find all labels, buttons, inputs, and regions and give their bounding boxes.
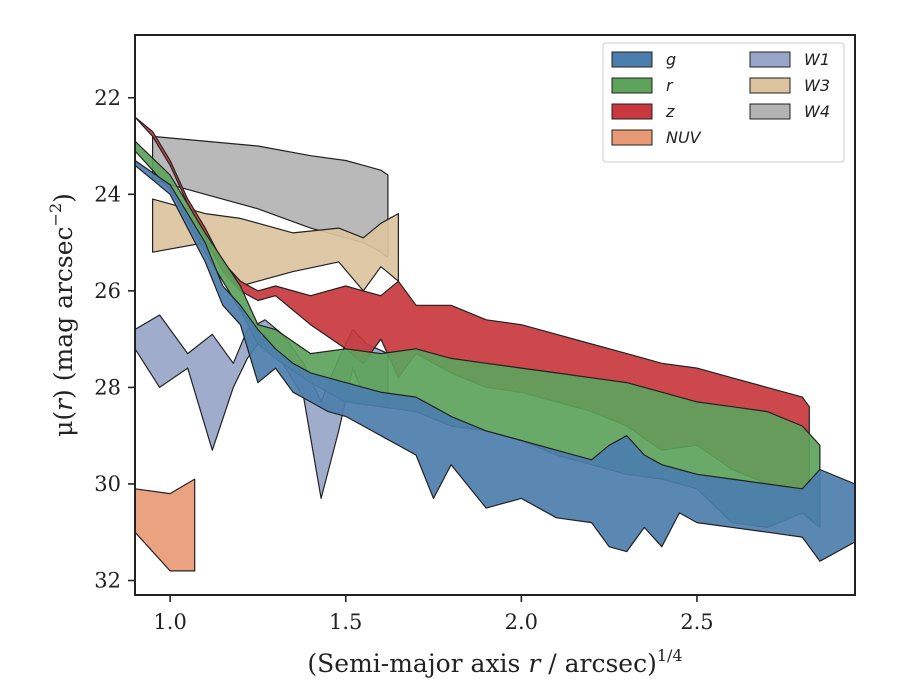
legend-item-r: r [611, 76, 674, 95]
legend-swatch [611, 51, 653, 68]
legend-swatch [611, 77, 653, 94]
legend-swatch [749, 103, 791, 120]
legend-item-nuv: NUV [611, 128, 702, 147]
y-tick-label: 32 [94, 569, 121, 593]
legend-label: z [665, 102, 675, 121]
bands-layer [135, 116, 855, 572]
y-tick-label: 30 [94, 472, 121, 496]
plot-frame [134, 34, 856, 596]
legend-label: r [666, 76, 674, 95]
legend-item-z: z [611, 102, 675, 121]
legend-label: W1 [804, 50, 830, 69]
legend-swatch [749, 51, 791, 68]
x-tick-label: 2.5 [680, 610, 713, 634]
y-axis: 22 24 26 28 30 32 [94, 86, 135, 593]
y-tick-label: 22 [94, 86, 121, 110]
legend-label: W3 [804, 76, 830, 95]
legend-label: g [666, 50, 676, 69]
legend-swatch [749, 77, 791, 94]
x-tick-label: 1.0 [153, 610, 186, 634]
legend-label: W4 [804, 102, 830, 121]
band-nuv [135, 478, 196, 572]
x-tick-label: 1.5 [329, 610, 362, 634]
legend-item-w1: W1 [749, 50, 830, 69]
x-axis-label: (Semi-major axis r / arcsec)1/4 [307, 646, 682, 678]
y-tick-label: 28 [94, 375, 121, 399]
y-tick-label: 24 [94, 182, 121, 206]
y-axis-label: μ(r) (mag arcsec−2) [46, 193, 78, 437]
legend-item-w3: W3 [749, 76, 830, 95]
x-axis: 1.0 1.5 2.0 2.5 [153, 595, 714, 634]
legend-swatch [611, 129, 653, 146]
legend: grz NUV W1 W3 W4 [602, 42, 845, 163]
band-g [135, 159, 855, 562]
legend-item-w4: W4 [749, 102, 830, 121]
legend-box [602, 42, 845, 163]
x-tick-label: 2.0 [505, 610, 538, 634]
legend-label: NUV [666, 128, 702, 147]
y-tick-label: 26 [94, 279, 121, 303]
legend-swatch [611, 103, 653, 120]
legend-item-g: g [611, 50, 676, 69]
